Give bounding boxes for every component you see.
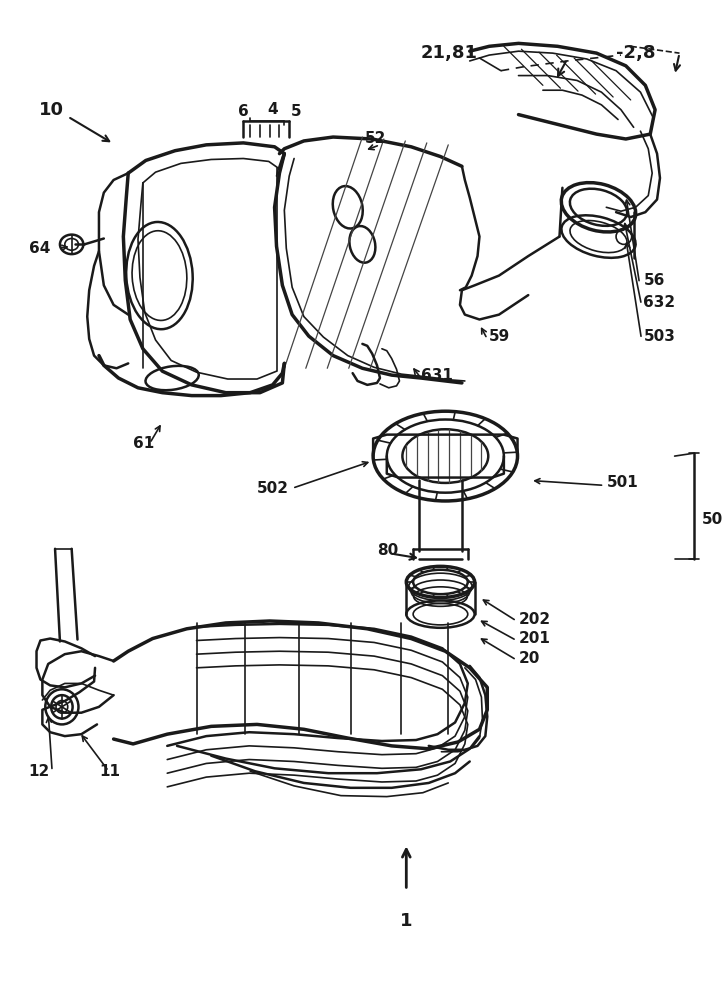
Text: 501: 501	[606, 475, 638, 490]
Text: 21,81: 21,81	[421, 44, 478, 62]
Text: 61: 61	[133, 436, 154, 451]
Text: 502: 502	[257, 481, 289, 496]
Text: 64: 64	[29, 241, 50, 256]
Text: 20: 20	[518, 651, 540, 666]
Text: 10: 10	[38, 101, 64, 119]
Text: 503: 503	[644, 329, 675, 344]
Text: 12: 12	[29, 764, 50, 779]
Text: -2,8: -2,8	[616, 44, 655, 62]
Text: 1: 1	[400, 912, 413, 930]
Text: 202: 202	[518, 612, 551, 627]
Text: 201: 201	[518, 631, 550, 646]
Text: 6: 6	[238, 104, 249, 119]
Text: 631: 631	[421, 368, 452, 383]
Text: 59: 59	[489, 329, 510, 344]
Text: 11: 11	[99, 764, 120, 779]
Text: 4: 4	[267, 102, 278, 117]
Text: 632: 632	[644, 295, 675, 310]
Text: 80: 80	[377, 543, 398, 558]
Text: 56: 56	[644, 273, 665, 288]
Text: 52: 52	[364, 131, 386, 146]
Text: 5: 5	[291, 104, 301, 119]
Text: 50: 50	[702, 512, 723, 527]
